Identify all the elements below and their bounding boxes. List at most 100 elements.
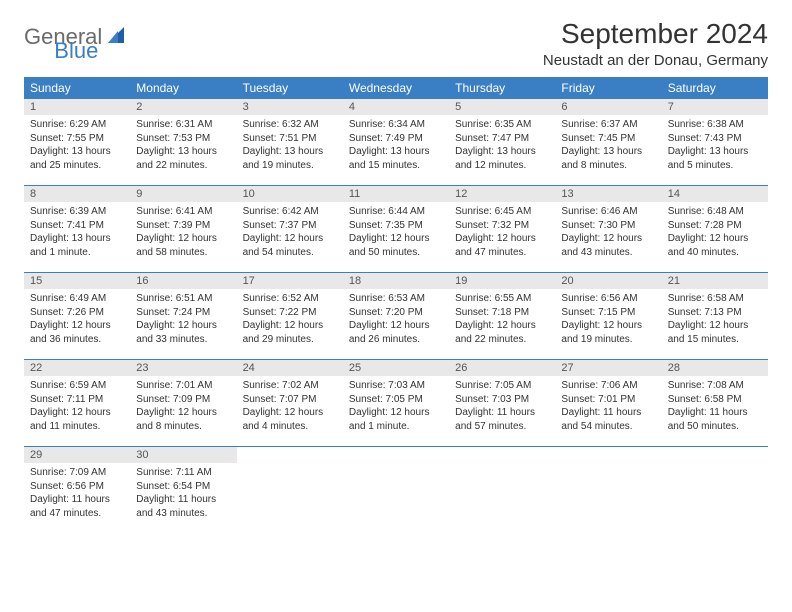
day-body: Sunrise: 6:49 AMSunset: 7:26 PMDaylight:… <box>24 289 130 349</box>
week-row: 15Sunrise: 6:49 AMSunset: 7:26 PMDayligh… <box>24 273 768 360</box>
sunrise-text: Sunrise: 7:03 AM <box>349 379 443 393</box>
day-number: 5 <box>449 99 555 115</box>
sunrise-text: Sunrise: 6:42 AM <box>243 205 337 219</box>
day-body: Sunrise: 7:01 AMSunset: 7:09 PMDaylight:… <box>130 376 236 436</box>
week-row: 8Sunrise: 6:39 AMSunset: 7:41 PMDaylight… <box>24 186 768 273</box>
day-number: 15 <box>24 273 130 289</box>
daylight-text: and 1 minute. <box>349 420 443 434</box>
sunrise-text: Sunrise: 6:52 AM <box>243 292 337 306</box>
daylight-text: and 12 minutes. <box>455 159 549 173</box>
day-number: 16 <box>130 273 236 289</box>
day-number: 3 <box>237 99 343 115</box>
daylight-text: Daylight: 12 hours <box>243 232 337 246</box>
sunset-text: Sunset: 7:20 PM <box>349 306 443 320</box>
day-body: Sunrise: 6:42 AMSunset: 7:37 PMDaylight:… <box>237 202 343 262</box>
title-block: September 2024 Neustadt an der Donau, Ge… <box>543 18 768 69</box>
day-cell: 30Sunrise: 7:11 AMSunset: 6:54 PMDayligh… <box>130 447 236 533</box>
daylight-text: Daylight: 12 hours <box>136 406 230 420</box>
daylight-text: Daylight: 12 hours <box>668 319 762 333</box>
sunset-text: Sunset: 7:05 PM <box>349 393 443 407</box>
daylight-text: and 25 minutes. <box>30 159 124 173</box>
sunset-text: Sunset: 7:18 PM <box>455 306 549 320</box>
day-body: Sunrise: 6:39 AMSunset: 7:41 PMDaylight:… <box>24 202 130 262</box>
day-body: Sunrise: 6:29 AMSunset: 7:55 PMDaylight:… <box>24 115 130 175</box>
week-row: 1Sunrise: 6:29 AMSunset: 7:55 PMDaylight… <box>24 99 768 186</box>
day-cell: 4Sunrise: 6:34 AMSunset: 7:49 PMDaylight… <box>343 99 449 185</box>
daylight-text: Daylight: 12 hours <box>243 319 337 333</box>
day-number: 1 <box>24 99 130 115</box>
day-cell: 19Sunrise: 6:55 AMSunset: 7:18 PMDayligh… <box>449 273 555 359</box>
daylight-text: and 33 minutes. <box>136 333 230 347</box>
daylight-text: and 50 minutes. <box>349 246 443 260</box>
day-number: 26 <box>449 360 555 376</box>
day-cell: 27Sunrise: 7:06 AMSunset: 7:01 PMDayligh… <box>555 360 661 446</box>
day-number: 10 <box>237 186 343 202</box>
day-cell: 6Sunrise: 6:37 AMSunset: 7:45 PMDaylight… <box>555 99 661 185</box>
daylight-text: Daylight: 13 hours <box>30 145 124 159</box>
sunset-text: Sunset: 7:39 PM <box>136 219 230 233</box>
day-cell: 11Sunrise: 6:44 AMSunset: 7:35 PMDayligh… <box>343 186 449 272</box>
day-body: Sunrise: 6:37 AMSunset: 7:45 PMDaylight:… <box>555 115 661 175</box>
weekday-header: Sunday <box>24 77 130 99</box>
day-body: Sunrise: 6:32 AMSunset: 7:51 PMDaylight:… <box>237 115 343 175</box>
sunset-text: Sunset: 7:30 PM <box>561 219 655 233</box>
day-cell: 16Sunrise: 6:51 AMSunset: 7:24 PMDayligh… <box>130 273 236 359</box>
daylight-text: and 47 minutes. <box>30 507 124 521</box>
sunrise-text: Sunrise: 6:48 AM <box>668 205 762 219</box>
sunset-text: Sunset: 7:53 PM <box>136 132 230 146</box>
day-body: Sunrise: 6:31 AMSunset: 7:53 PMDaylight:… <box>130 115 236 175</box>
sunrise-text: Sunrise: 6:35 AM <box>455 118 549 132</box>
sunrise-text: Sunrise: 7:02 AM <box>243 379 337 393</box>
sunrise-text: Sunrise: 6:53 AM <box>349 292 443 306</box>
sunrise-text: Sunrise: 6:55 AM <box>455 292 549 306</box>
sunrise-text: Sunrise: 6:37 AM <box>561 118 655 132</box>
week-row: 22Sunrise: 6:59 AMSunset: 7:11 PMDayligh… <box>24 360 768 447</box>
sunrise-text: Sunrise: 6:44 AM <box>349 205 443 219</box>
weekday-header: Thursday <box>449 77 555 99</box>
daylight-text: and 8 minutes. <box>561 159 655 173</box>
daylight-text: and 15 minutes. <box>349 159 443 173</box>
sunrise-text: Sunrise: 7:11 AM <box>136 466 230 480</box>
day-cell: 29Sunrise: 7:09 AMSunset: 6:56 PMDayligh… <box>24 447 130 533</box>
daylight-text: Daylight: 13 hours <box>561 145 655 159</box>
day-cell: 20Sunrise: 6:56 AMSunset: 7:15 PMDayligh… <box>555 273 661 359</box>
sunrise-text: Sunrise: 7:09 AM <box>30 466 124 480</box>
sunrise-text: Sunrise: 6:45 AM <box>455 205 549 219</box>
sunrise-text: Sunrise: 6:41 AM <box>136 205 230 219</box>
sunset-text: Sunset: 7:22 PM <box>243 306 337 320</box>
sunset-text: Sunset: 7:15 PM <box>561 306 655 320</box>
day-number: 21 <box>662 273 768 289</box>
daylight-text: and 36 minutes. <box>30 333 124 347</box>
daylight-text: Daylight: 12 hours <box>349 406 443 420</box>
day-cell: 9Sunrise: 6:41 AMSunset: 7:39 PMDaylight… <box>130 186 236 272</box>
daylight-text: Daylight: 11 hours <box>455 406 549 420</box>
weekday-header: Monday <box>130 77 236 99</box>
daylight-text: and 40 minutes. <box>668 246 762 260</box>
weekday-header: Wednesday <box>343 77 449 99</box>
sunset-text: Sunset: 7:55 PM <box>30 132 124 146</box>
daylight-text: and 58 minutes. <box>136 246 230 260</box>
sunset-text: Sunset: 7:41 PM <box>30 219 124 233</box>
day-number: 17 <box>237 273 343 289</box>
daylight-text: Daylight: 12 hours <box>349 319 443 333</box>
day-body: Sunrise: 6:35 AMSunset: 7:47 PMDaylight:… <box>449 115 555 175</box>
sunset-text: Sunset: 7:43 PM <box>668 132 762 146</box>
day-number: 19 <box>449 273 555 289</box>
daylight-text: Daylight: 11 hours <box>668 406 762 420</box>
day-number: 25 <box>343 360 449 376</box>
daylight-text: and 47 minutes. <box>455 246 549 260</box>
daylight-text: Daylight: 13 hours <box>668 145 762 159</box>
day-cell: 5Sunrise: 6:35 AMSunset: 7:47 PMDaylight… <box>449 99 555 185</box>
daylight-text: and 19 minutes. <box>243 159 337 173</box>
daylight-text: Daylight: 13 hours <box>30 232 124 246</box>
day-cell: 21Sunrise: 6:58 AMSunset: 7:13 PMDayligh… <box>662 273 768 359</box>
sunset-text: Sunset: 7:03 PM <box>455 393 549 407</box>
weekday-header: Saturday <box>662 77 768 99</box>
day-number: 14 <box>662 186 768 202</box>
sunrise-text: Sunrise: 6:34 AM <box>349 118 443 132</box>
sunrise-text: Sunrise: 7:01 AM <box>136 379 230 393</box>
logo-text-blue: Blue <box>54 38 98 63</box>
day-body: Sunrise: 6:48 AMSunset: 7:28 PMDaylight:… <box>662 202 768 262</box>
day-cell: 7Sunrise: 6:38 AMSunset: 7:43 PMDaylight… <box>662 99 768 185</box>
sunrise-text: Sunrise: 6:38 AM <box>668 118 762 132</box>
